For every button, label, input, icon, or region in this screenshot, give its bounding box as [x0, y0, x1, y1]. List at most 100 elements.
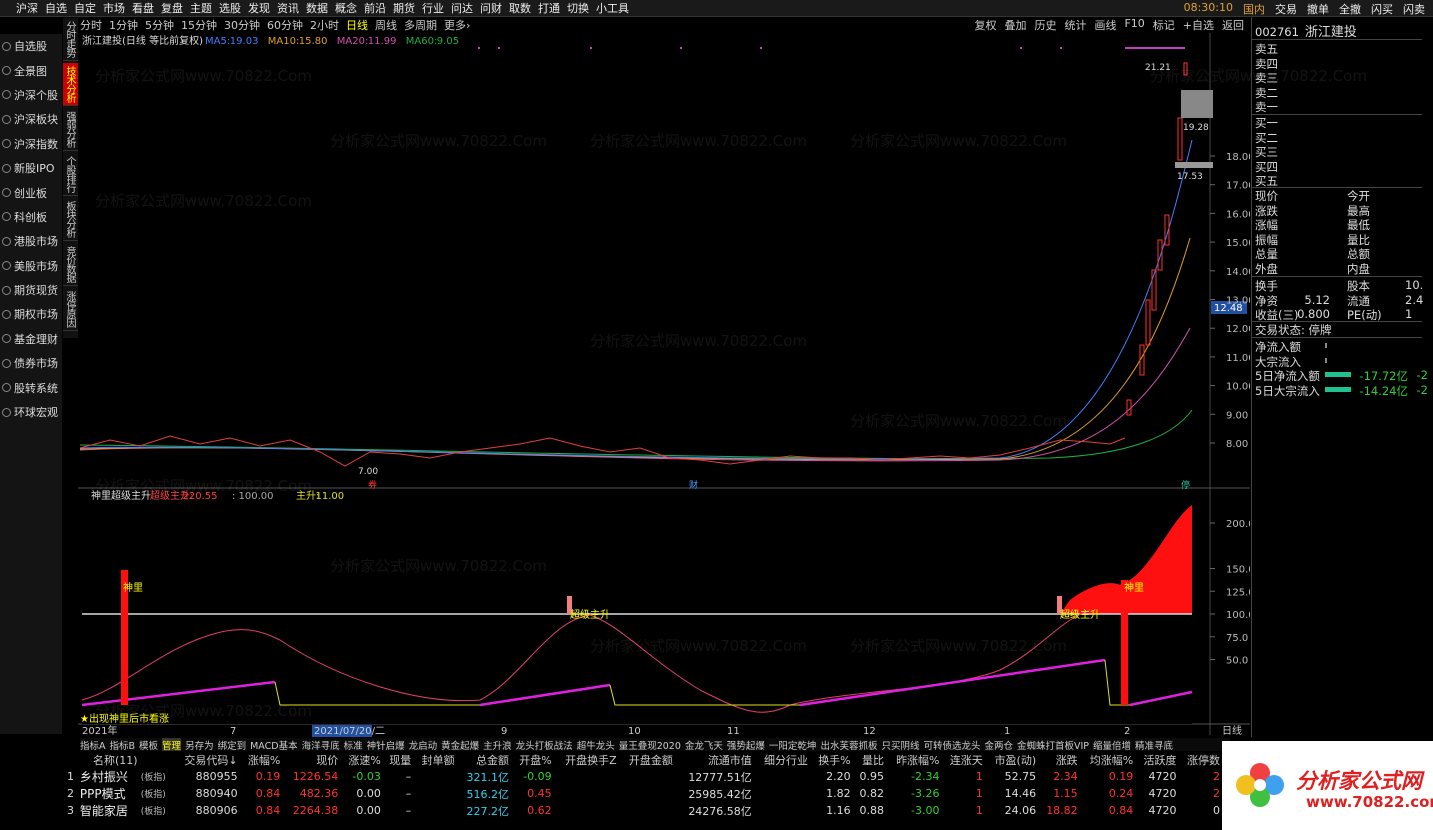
indicator-yellow [274, 681, 480, 706]
stat-label: 涨跌 [1255, 203, 1278, 218]
stat-row: 总量 总额 [1255, 246, 1420, 262]
ask-row: 卖五 [1255, 41, 1420, 57]
fund-value: 0.800 [1297, 307, 1330, 322]
column-header: 现量 [389, 754, 412, 767]
period: 分时 [80, 19, 102, 32]
fund-value: 5.12 [1304, 292, 1330, 307]
sidebar-icon [2, 114, 11, 124]
ask-label: 卖五 [1255, 42, 1278, 56]
menu-item: 发现 [248, 2, 270, 15]
event-marker: 停 [1181, 479, 1190, 491]
cell [413, 785, 456, 802]
ma-label: MA60: [406, 36, 438, 47]
sidebar-item: 沪深指数 [0, 132, 62, 156]
cell [754, 802, 810, 819]
column-header: 开盘金额 [628, 754, 673, 767]
quote-header: 002761 浙江建投 [1255, 21, 1420, 40]
formula-tab: 龙头打板战法 [515, 741, 573, 751]
column-header: 涨速% [348, 754, 381, 767]
menu-right: 08:30:10 国内 交易 撤单 全撤 闪买 闪卖 [1184, 1, 1425, 17]
price-tick-label: 14.00 [1226, 267, 1250, 278]
price-annotation: 19.28 [1183, 123, 1209, 133]
sidebar-item: 沪深板块 [0, 107, 62, 131]
formula-tab: 出水芙蓉抓板 [820, 741, 878, 751]
formula-tab: MACD基本 [250, 741, 298, 751]
sidebar-icon [2, 90, 11, 100]
sidebar: 自选股 全景图 沪深个股 沪深板块 沪深指数 新股IPO 创业板 科创板 港股市场 美股市场 期货现… [0, 34, 62, 734]
bid-row: 买四 [1255, 159, 1420, 175]
sidebar-item: 新股IPO [0, 156, 62, 180]
x-tick-label: 2021/07/20/二 [314, 726, 385, 737]
fund-row: 换手 股本 10. [1255, 278, 1423, 294]
stat-label: 现价 [1255, 189, 1278, 203]
stat-row: 振幅 量比 [1255, 232, 1420, 248]
formula-tab: 可转债选龙头 [923, 741, 981, 751]
sidebar-icon [2, 188, 11, 198]
sidebar-icon [2, 285, 11, 295]
sidebar-item: 全景图 [0, 58, 62, 82]
sidebar-label: 创业板 [14, 186, 47, 200]
sidebar-icon [2, 212, 11, 222]
separator [1252, 114, 1422, 115]
indicator-tick-label: 75.0 [1226, 633, 1248, 644]
indicator-title: 神里超级主升 [91, 489, 151, 502]
sidebar-label: 股转系统 [14, 381, 58, 395]
tool: F10 [1124, 17, 1145, 30]
formula-tab: 一阳定乾坤 [768, 741, 817, 751]
x-tick-label: 9 [501, 726, 507, 737]
sidebar-label: 期货现货 [14, 284, 58, 298]
cell: 1 [67, 770, 74, 783]
price-annotation: 7.00 [358, 467, 378, 477]
fund-label: 股本 [1347, 279, 1370, 293]
event-marker: 财 [689, 479, 698, 491]
menu-item: 自选 [45, 2, 67, 15]
separator [1252, 321, 1422, 322]
formula-tab: 金龙飞天 [684, 741, 723, 751]
column-header: 交易代码↓ [184, 754, 238, 767]
flow-row: 大宗流入 [1255, 354, 1420, 370]
formula-tab: 管理 [162, 738, 182, 751]
cell: – [405, 770, 412, 783]
stat-label: 最高 [1347, 203, 1370, 218]
separator [1252, 39, 1422, 40]
stock-code: 002761 [1255, 25, 1299, 39]
cell: 516.2亿 [466, 787, 510, 801]
menu-item: 复盘 [161, 2, 183, 15]
signal-bar [1057, 596, 1062, 614]
column-header: 均涨幅% [1089, 754, 1134, 767]
x-tick-label: 1 [1004, 726, 1010, 737]
column-header: 细分行业 [763, 754, 808, 767]
stat-row: 现价 今开 [1255, 188, 1420, 204]
menu-item: 沪深 [16, 2, 38, 15]
ma-label: MA5: [205, 36, 230, 47]
price-annotation: 21.21 [1145, 63, 1171, 73]
menu-item: 前沿 [364, 2, 386, 15]
indicator-tick-label: 100.0 [1226, 610, 1250, 621]
menu-item: 概念 [335, 2, 357, 15]
sidebar-item: 美股市场 [0, 254, 62, 278]
cell: 0.82 [859, 787, 884, 800]
menu-items: 沪深 自选 自定 市场 看盘 复盘 主题 选股 发现 资讯 数据 概念 前沿 期货 行业 问达 问财 取数 打通 切换… [0, 0, 629, 16]
flow-value: -14.24亿 [1359, 383, 1408, 398]
column-header: 流通市值 [707, 754, 752, 767]
indicator-yellow [609, 684, 800, 706]
sidebar-item: 港股市场 [0, 229, 62, 253]
ask-label: 卖一 [1255, 100, 1278, 115]
period: 5分钟 [145, 19, 174, 32]
stat-row: 涨跌 最高 [1255, 203, 1420, 219]
formula-tab: 金蜘蛛打首板VIP [1017, 741, 1090, 751]
price-tick-label: 18.00 [1226, 152, 1250, 163]
sidebar-item: 自选股 [0, 34, 62, 58]
formula-tab: 量王叠现2020 [618, 741, 681, 751]
formula-tab: 神针启爆 [366, 741, 405, 751]
sidebar-label: 科创板 [14, 210, 47, 224]
flow-label: 5日大宗流入 [1255, 383, 1320, 398]
sidebar-icon [2, 358, 11, 368]
trade-actions: 交易 撤单 全撤 闪买 闪卖 [1275, 1, 1425, 17]
cell: 880906 [195, 804, 238, 817]
trade-action: 闪买 [1371, 3, 1393, 16]
logo-icon [1236, 763, 1284, 807]
flow-bar [1325, 343, 1327, 348]
price-annotation: 17.53 [1177, 172, 1203, 182]
sidebar-item: 环球宏观 [0, 400, 62, 424]
